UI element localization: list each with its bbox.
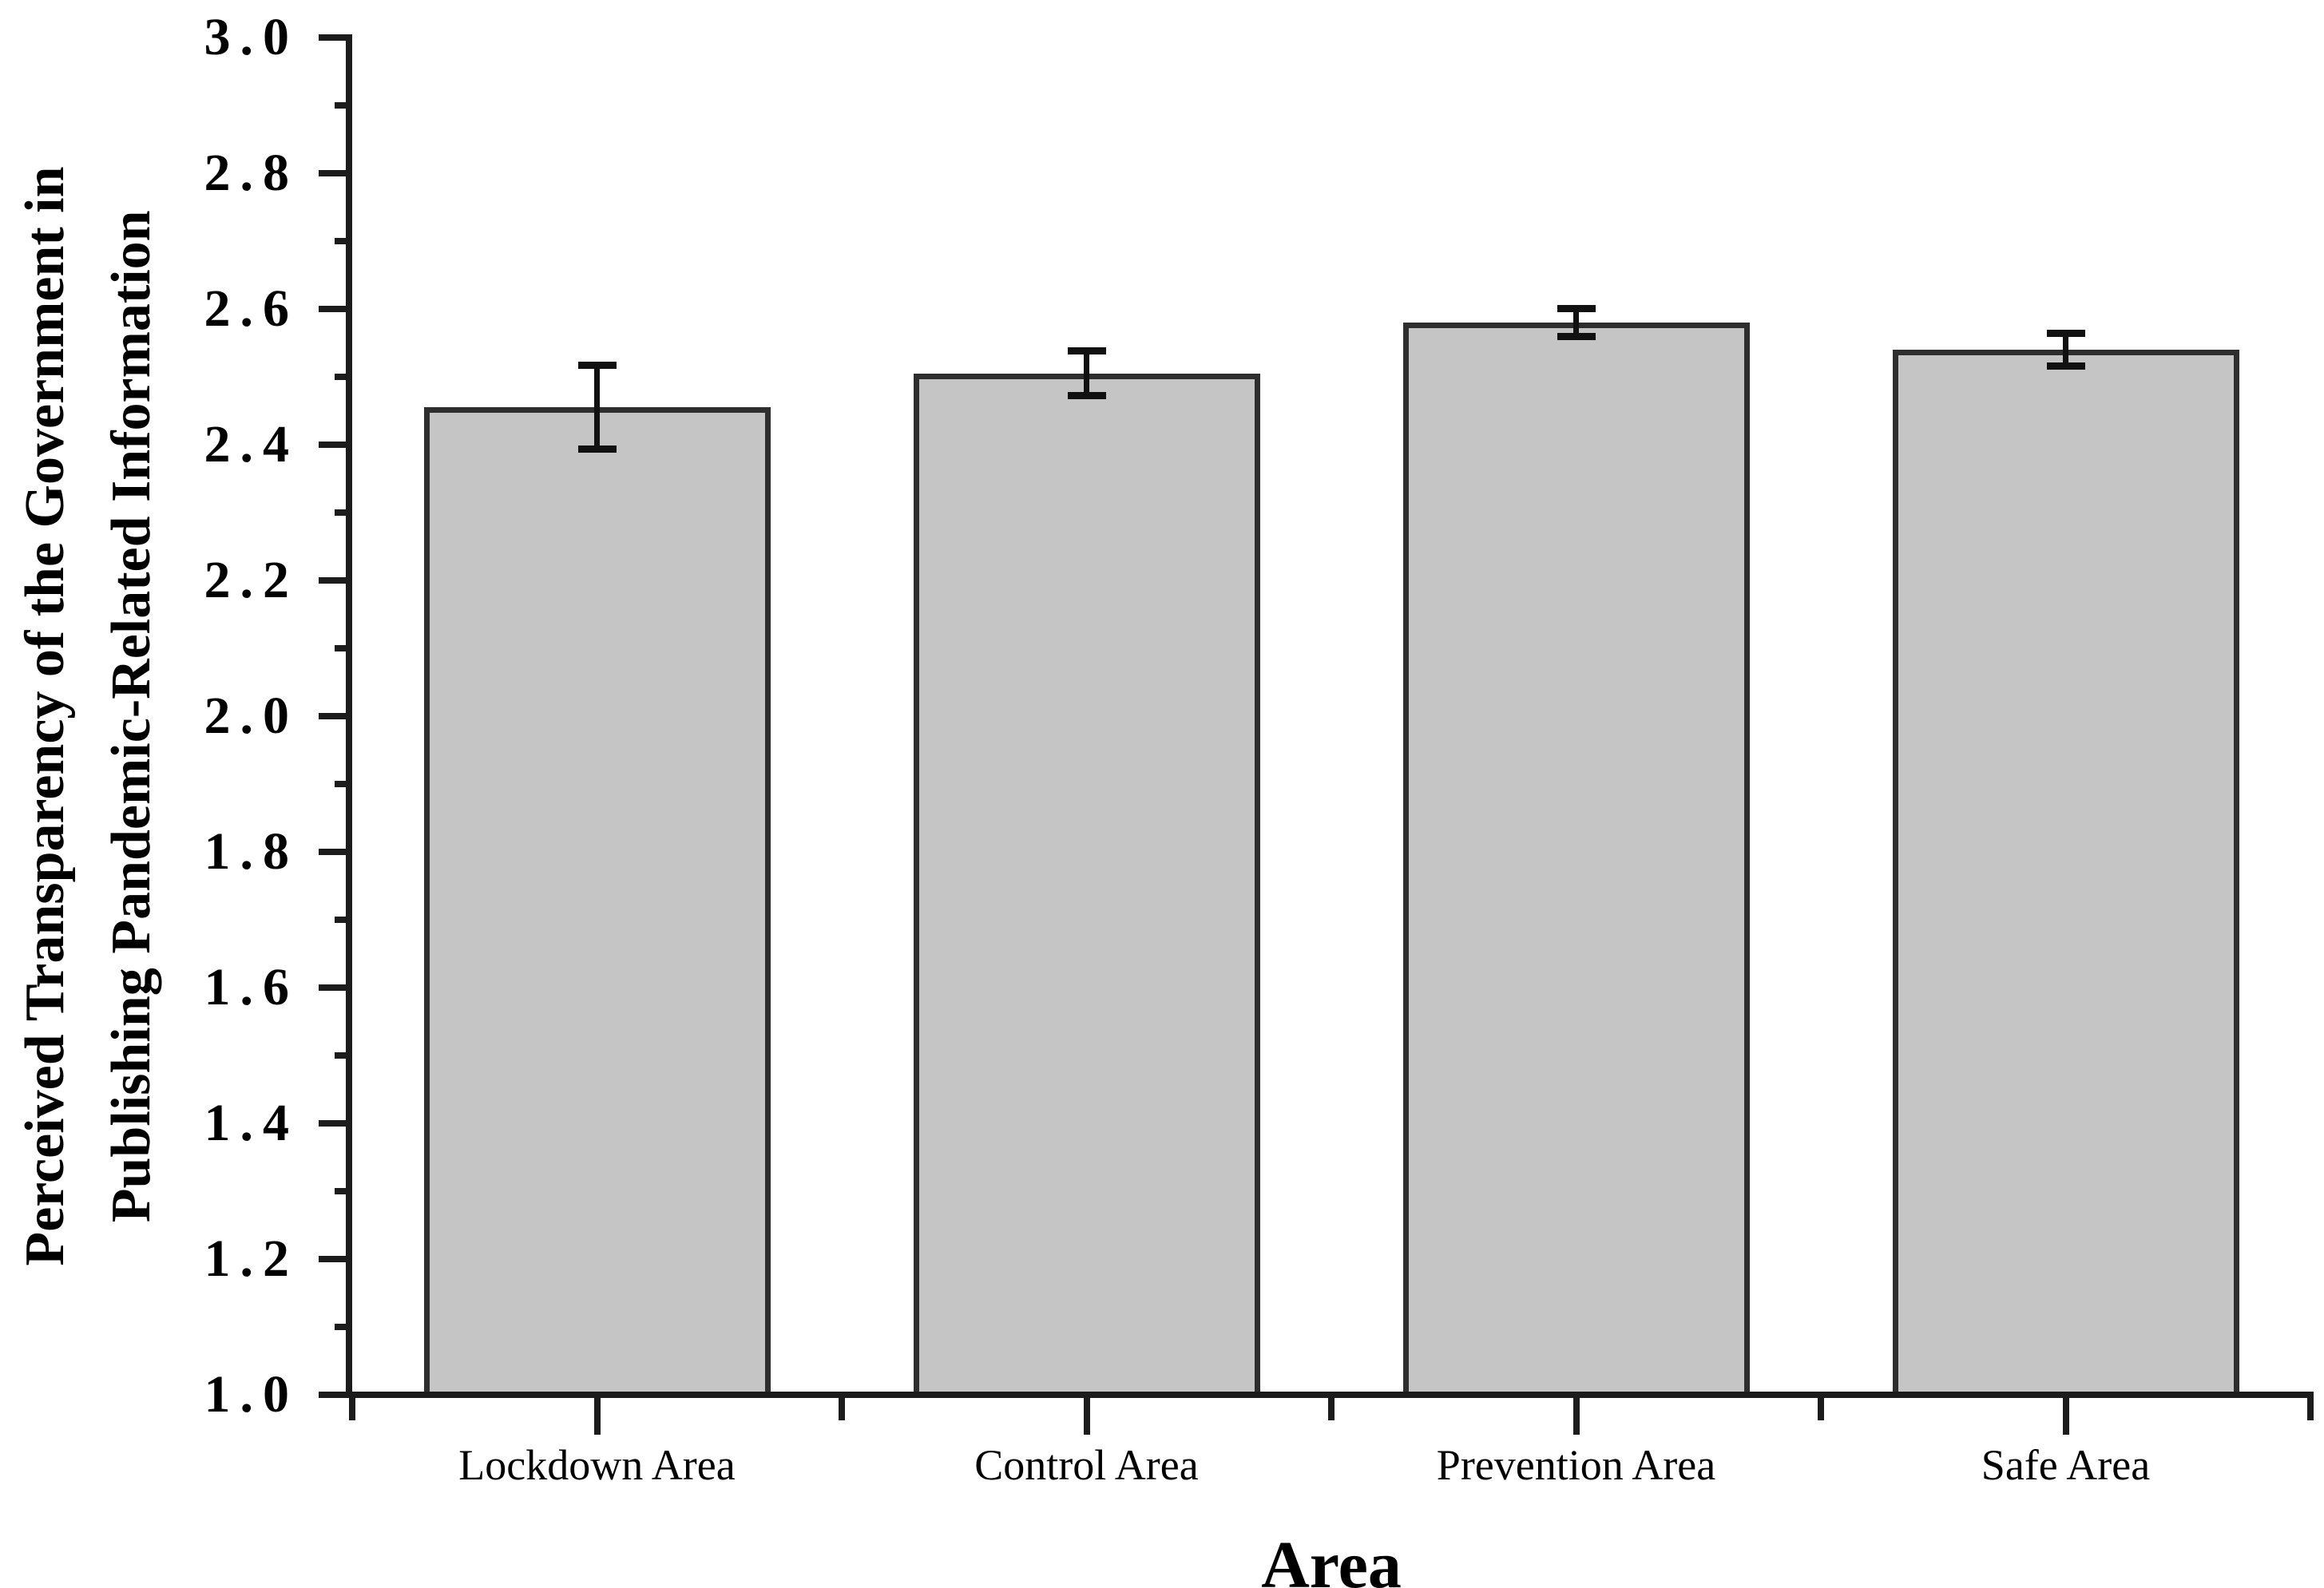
y-minor-tick bbox=[335, 1188, 349, 1194]
error-bar-bottom-cap-lockdown-area bbox=[577, 446, 617, 453]
y-major-tick bbox=[319, 170, 349, 176]
y-tick-label: 1.8 bbox=[204, 822, 299, 881]
x-boundary-tick bbox=[839, 1398, 845, 1420]
y-tick-label: 1.6 bbox=[204, 958, 299, 1016]
y-tick-label: 3.0 bbox=[204, 8, 299, 66]
y-minor-tick bbox=[335, 781, 349, 787]
error-bar-line-control-area bbox=[1084, 350, 1089, 396]
y-major-tick bbox=[319, 442, 349, 448]
y-major-tick bbox=[319, 1392, 349, 1398]
y-minor-tick bbox=[335, 1324, 349, 1330]
bar-lockdown-area bbox=[423, 407, 771, 1398]
error-bar-bottom-cap-prevention-area bbox=[1557, 333, 1596, 341]
y-major-tick bbox=[319, 1120, 349, 1127]
bar-safe-area bbox=[1892, 350, 2239, 1398]
x-tick-label-lockdown-area: Lockdown Area bbox=[458, 1441, 736, 1489]
y-minor-tick bbox=[335, 645, 349, 651]
x-boundary-tick bbox=[1328, 1398, 1335, 1420]
y-axis-title-line-1: Perceived Transparency of the Government… bbox=[14, 166, 76, 1266]
y-major-tick bbox=[319, 713, 349, 719]
error-bar-line-prevention-area bbox=[1573, 308, 1579, 337]
x-axis-title: Area bbox=[1261, 1528, 1402, 1588]
error-bar-top-cap-control-area bbox=[1067, 347, 1106, 355]
y-major-tick bbox=[319, 984, 349, 991]
y-minor-tick bbox=[335, 238, 349, 244]
y-major-tick bbox=[319, 849, 349, 855]
y-major-tick bbox=[319, 34, 349, 41]
bar-control-area bbox=[913, 373, 1260, 1398]
error-bar-bottom-cap-safe-area bbox=[2046, 362, 2085, 370]
error-bar-top-cap-prevention-area bbox=[1557, 304, 1596, 312]
y-tick-label: 2.8 bbox=[204, 144, 299, 202]
x-boundary-tick bbox=[349, 1398, 355, 1420]
bar-prevention-area bbox=[1402, 323, 1750, 1398]
y-minor-tick bbox=[335, 102, 349, 109]
x-tick-label-safe-area: Safe Area bbox=[1981, 1441, 2151, 1489]
y-major-tick bbox=[319, 1256, 349, 1262]
x-boundary-tick bbox=[2307, 1398, 2314, 1420]
y-tick-label: 1.4 bbox=[204, 1094, 299, 1152]
y-minor-tick bbox=[335, 917, 349, 923]
x-center-tick-safe-area bbox=[2062, 1398, 2069, 1435]
y-tick-label: 1.2 bbox=[204, 1230, 299, 1288]
y-minor-tick bbox=[335, 509, 349, 516]
error-bar-bottom-cap-control-area bbox=[1067, 392, 1106, 400]
y-minor-tick bbox=[335, 374, 349, 380]
x-tick-label-prevention-area: Prevention Area bbox=[1436, 1441, 1716, 1489]
y-tick-label: 1.0 bbox=[204, 1365, 299, 1424]
x-boundary-tick bbox=[1818, 1398, 1824, 1420]
y-tick-label: 2.2 bbox=[204, 551, 299, 609]
error-bar-line-lockdown-area bbox=[594, 365, 600, 449]
x-axis-line bbox=[346, 1392, 2314, 1398]
x-center-tick-control-area bbox=[1083, 1398, 1090, 1435]
x-tick-label-control-area: Control Area bbox=[974, 1441, 1199, 1489]
y-major-tick bbox=[319, 577, 349, 584]
error-bar-top-cap-lockdown-area bbox=[577, 362, 617, 370]
error-bar-top-cap-safe-area bbox=[2046, 330, 2085, 338]
y-major-tick bbox=[319, 306, 349, 312]
y-tick-label: 2.4 bbox=[204, 415, 299, 473]
y-tick-label: 2.6 bbox=[204, 279, 299, 338]
x-center-tick-lockdown-area bbox=[593, 1398, 601, 1435]
y-axis-line bbox=[346, 34, 352, 1398]
y-tick-label: 2.0 bbox=[204, 687, 299, 745]
y-minor-tick bbox=[335, 1052, 349, 1059]
x-center-tick-prevention-area bbox=[1572, 1398, 1580, 1435]
error-bar-line-safe-area bbox=[2063, 333, 2068, 366]
